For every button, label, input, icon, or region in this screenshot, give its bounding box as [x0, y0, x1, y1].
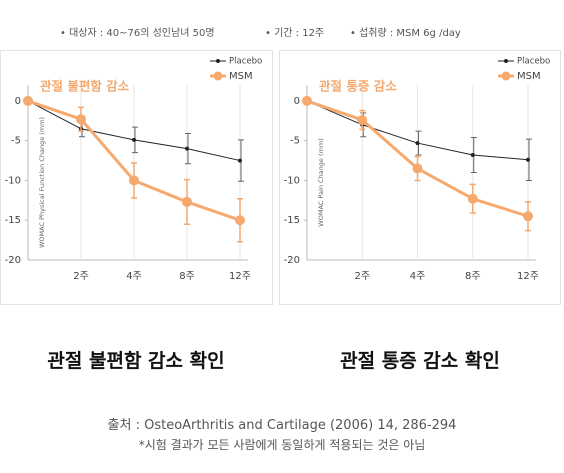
chart: 0 -5 -10 -15 -20 2주 4주 8주 12주 WOMAC Physical Func…: [5, 57, 263, 283]
y-tick-label: -5: [11, 136, 21, 147]
y-tick-label: -15: [5, 215, 21, 226]
point: [132, 137, 136, 142]
note: • 섭취량 : MSM 6g /day: [350, 28, 461, 39]
point: [415, 141, 420, 146]
legend-label: Placebo: [517, 57, 550, 67]
point: [467, 193, 478, 204]
y-tick-label: -10: [5, 175, 21, 186]
legend-label: MSM: [517, 71, 541, 82]
point: [302, 95, 312, 106]
legend-marker: [501, 71, 511, 81]
point: [23, 95, 33, 106]
x-tick-label: 4주: [410, 271, 426, 282]
note: • 기간 : 12주: [265, 28, 325, 39]
y-axis-label: WOMAC Physical Function Change (mm): [38, 117, 46, 248]
legend-marker: [213, 71, 223, 81]
y-tick-label: 0: [294, 96, 300, 107]
y-tick-label: -5: [290, 136, 300, 147]
point: [129, 175, 139, 186]
y-tick-label: -15: [284, 215, 300, 226]
caption: 관절 불편함 감소 확인: [47, 350, 225, 372]
chart-title: 관절 불편함 감소: [40, 79, 130, 94]
y-tick-label: -10: [284, 175, 300, 186]
y-tick-label: -20: [284, 255, 300, 266]
chart-panel: 0 -5 -10 -15 -20 2주 4주 8주 12주 WOMAC Pain Change (…: [279, 50, 561, 305]
legend-label: MSM: [229, 71, 253, 82]
y-tick-label: 0: [15, 96, 21, 107]
point: [185, 146, 189, 151]
point: [526, 157, 530, 162]
y-axis-label: WOMAC Pain Change (mm): [317, 138, 325, 226]
chart-title: 관절 통증 감소: [319, 79, 397, 94]
x-tick-label: 2주: [73, 271, 89, 282]
note: • 대상자 : 40~76의 성인남녀 50명: [60, 28, 215, 39]
point: [470, 153, 475, 157]
y-tick-label: -20: [5, 255, 21, 266]
x-tick-label: 8주: [179, 271, 195, 282]
point: [238, 158, 242, 163]
legend-marker: [216, 59, 220, 63]
caption: 관절 통증 감소 확인: [340, 350, 500, 372]
legend-label: Placebo: [229, 57, 262, 67]
x-tick-label: 12주: [229, 271, 251, 282]
x-tick-label: 12주: [517, 271, 539, 282]
legend-marker: [504, 59, 508, 63]
source: 출처 : OsteoArthritis and Cartilage (2006)…: [107, 418, 457, 433]
point: [235, 215, 245, 226]
point: [76, 114, 86, 125]
point: [412, 163, 423, 174]
point: [182, 196, 192, 207]
x-tick-label: 8주: [465, 271, 481, 282]
x-tick-label: 4주: [126, 271, 142, 282]
disclaimer: *시험 결과가 모든 사람에게 동일하게 적용되는 것은 아님: [138, 438, 426, 452]
chart: 0 -5 -10 -15 -20 2주 4주 8주 12주 WOMAC Pain Change (…: [284, 57, 551, 283]
x-tick-label: 2주: [354, 271, 370, 282]
point: [357, 115, 368, 125]
chart-panel: 0 -5 -10 -15 -20 2주 4주 8주 12주 WOMAC Physical Func…: [0, 50, 273, 305]
point: [523, 211, 533, 222]
